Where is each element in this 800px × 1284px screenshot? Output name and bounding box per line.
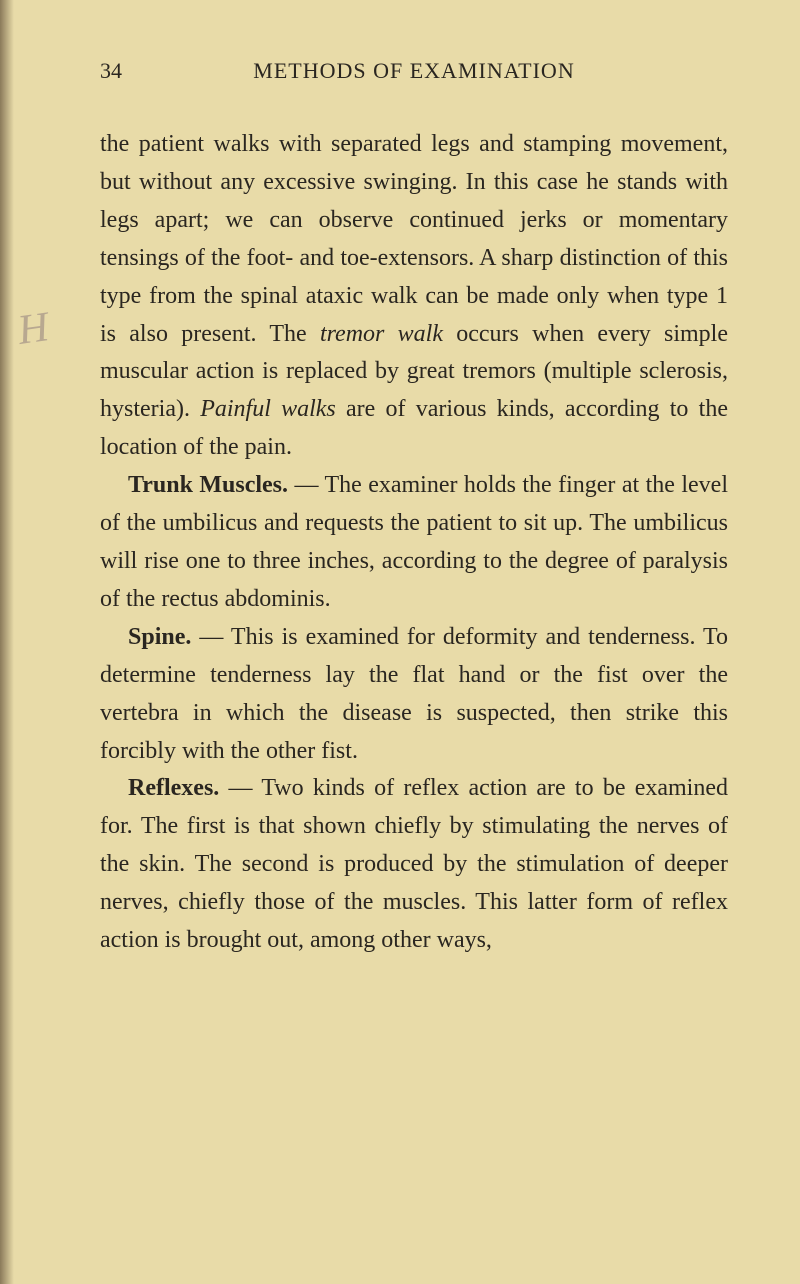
p1-italic-1: tremor walk: [320, 321, 443, 347]
body-content: the patient walks with separated legs an…: [100, 126, 728, 960]
p1-text-1: the patient walks with separated legs an…: [100, 131, 728, 347]
paragraph-2: Trunk Muscles. — The examiner holds the …: [100, 467, 728, 619]
page-header: METHODS OF EXAMINATION: [100, 58, 728, 84]
p3-text: — This is examined for deformity and ten…: [100, 624, 728, 764]
p3-heading: Spine.: [128, 624, 191, 650]
paragraph-4: Reflexes. — Two kinds of reflex action a…: [100, 770, 728, 960]
margin-annotation: H: [15, 303, 52, 355]
page-number: 34: [100, 58, 122, 84]
p1-italic-2: Painful walks: [200, 396, 336, 422]
paragraph-3: Spine. — This is examined for deformity …: [100, 619, 728, 771]
page-edge-shadow: [0, 0, 14, 1284]
paragraph-1: the patient walks with separated legs an…: [100, 126, 728, 467]
p4-heading: Reflexes.: [128, 775, 219, 801]
p2-heading: Trunk Muscles.: [128, 472, 288, 498]
p4-text: — Two kinds of reflex action are to be e…: [100, 775, 728, 953]
